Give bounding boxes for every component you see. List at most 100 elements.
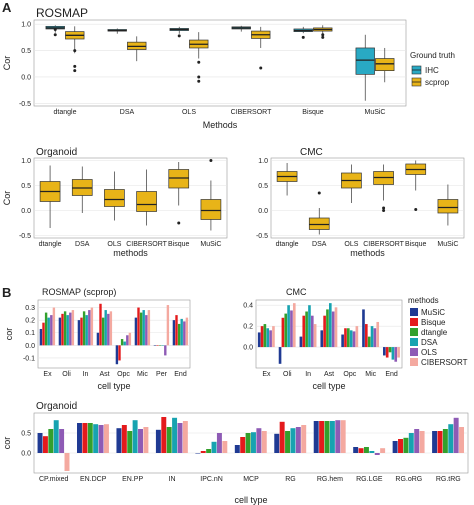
box-outlier [177,34,181,38]
x-tick-label: Bisque [302,109,324,116]
y-tick-label: 0.0 [258,208,268,215]
bar [139,312,143,346]
box-outlier [197,75,201,79]
bar [182,421,188,453]
legend-title: methods [408,296,439,305]
legend-label: OLS [421,348,437,357]
bar [394,347,398,362]
chart-title: Organoid [36,147,77,158]
bar [142,310,145,346]
box-outlier [197,79,201,83]
bar [308,305,311,348]
bar [347,328,350,348]
bar [64,453,70,471]
box-outlier [317,191,321,195]
bar [388,347,392,353]
bar [340,420,346,453]
bar [263,324,267,348]
bar [453,417,459,453]
x-tick-label: dtangle [54,109,77,116]
box [355,47,375,75]
bar [107,313,110,346]
bar [391,347,395,360]
bar [373,328,377,348]
bar [335,420,341,453]
bar [326,309,329,348]
y-tick-label: 1.0 [258,158,268,165]
bar [42,436,48,453]
bar [63,311,67,346]
y-tick-label: -0.5 [256,233,268,240]
x-tick-label: OLS [182,109,196,116]
bar [334,307,338,348]
bar [44,312,48,346]
plot-area [33,19,407,107]
bar [310,315,314,348]
bar [362,309,365,348]
box [104,189,125,207]
box [168,169,190,189]
bar [437,431,443,453]
chart-title: Organoid [36,401,77,412]
bar [116,428,122,453]
bar [39,328,43,346]
bar [80,317,83,346]
x-tick-label: In [83,371,89,378]
box-outlier [177,221,181,225]
bar [195,453,201,454]
bar [85,315,88,346]
panel-label-b: B [2,285,11,300]
legend-swatch [410,308,418,316]
bar [156,345,159,346]
bar [58,317,62,346]
bar [155,429,161,453]
bar [82,311,86,346]
bar [161,417,167,453]
bar [432,431,438,453]
bar [99,303,102,346]
box-outlier [73,64,77,68]
bar [305,311,308,348]
bar [104,310,107,346]
box [200,199,222,220]
box [136,191,157,212]
x-tick-label: Ex [262,371,271,378]
bar [374,453,380,455]
legend-swatch [410,358,418,366]
bar [369,451,375,453]
y-axis-label: Cor [2,56,12,71]
bar [295,427,301,453]
bar [260,326,264,348]
x-tick-label: DSA [120,109,135,116]
bar [313,421,319,453]
box-outlier [321,35,325,39]
y-tick-label: 0.1 [25,330,35,337]
bar [274,433,280,453]
bar [69,312,72,346]
bar [88,310,91,346]
bar [414,429,420,453]
box-outlier [53,27,57,31]
y-axis-label: cor [2,437,12,450]
bar [126,335,129,346]
bar [349,330,353,348]
bar [48,429,54,453]
bar [284,313,288,348]
box-outlier [382,209,386,212]
x-tick-label: In [305,371,311,378]
bar [323,315,326,348]
bar [206,449,212,453]
legend-swatch [410,318,418,326]
x-tick-label: Bisque [168,241,190,248]
bar [313,324,317,348]
bar [279,421,285,453]
bar [290,310,293,348]
y-tick-label: 0.0 [21,208,31,215]
y-tick-label: 0.5 [258,183,268,190]
x-tick-label: Per [156,371,168,378]
y-axis-label: Cor [2,191,12,206]
bar [331,311,335,348]
y-tick-label: 0.2 [243,324,253,331]
x-tick-label: DSA [75,241,90,248]
bar [290,428,296,453]
